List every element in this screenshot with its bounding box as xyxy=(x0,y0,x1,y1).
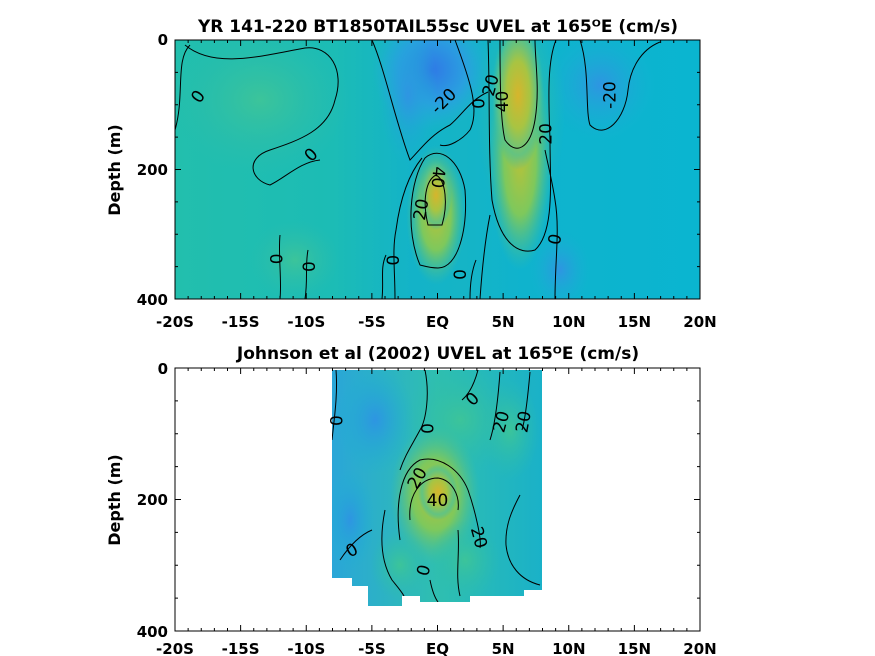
bottom-contour-label: 20 xyxy=(512,410,535,435)
top-x-tick-label: -20S xyxy=(156,313,194,331)
bottom-heatmap-field xyxy=(332,370,542,606)
top-contour-label: 0 xyxy=(545,232,567,246)
top-x-tick-label: -15S xyxy=(222,313,260,331)
bottom-x-tick-label: -15S xyxy=(222,640,260,656)
bottom-x-tick-label: 20N xyxy=(683,640,716,656)
contour-line xyxy=(499,40,538,149)
contour-line xyxy=(371,40,489,161)
bottom-contour-label: 0 xyxy=(418,423,438,434)
top-x-tick-label: 5N xyxy=(492,313,515,331)
contour-line xyxy=(439,40,475,147)
top-contour-label: 0 xyxy=(267,253,287,264)
bottom-y-axis-tick-labels: 0 200 400 xyxy=(137,360,168,641)
bottom-panel: Johnson et al (2002) UVEL at 165ᴼE (cm/s… xyxy=(105,344,717,656)
bottom-y-tick-label: 200 xyxy=(137,491,168,509)
top-contour-label: -20 xyxy=(601,81,621,109)
contour-line xyxy=(397,458,481,549)
contour-line xyxy=(332,370,338,441)
top-y-tick-label: 400 xyxy=(137,291,168,309)
top-contour-label: 0 xyxy=(470,98,490,109)
bottom-y-axis-label: Depth (m) xyxy=(105,454,124,546)
top-contour-label: 20 xyxy=(536,123,556,145)
bottom-x-tick-label: EQ xyxy=(426,640,449,656)
top-contours xyxy=(175,40,661,299)
contour-line xyxy=(409,477,459,521)
top-x-tick-label: -10S xyxy=(287,313,325,331)
contour-line xyxy=(579,40,661,131)
bottom-x-tick-label: 5N xyxy=(492,640,515,656)
bottom-y-tick-label: 0 xyxy=(158,360,168,378)
contour-line xyxy=(393,157,423,299)
bottom-y-tick-label: 400 xyxy=(137,623,168,641)
contour-line xyxy=(544,149,558,299)
top-y-tick-label: 0 xyxy=(158,31,168,49)
contour-line xyxy=(521,371,531,431)
top-x-tick-label: 20N xyxy=(683,313,716,331)
top-contour-label: 0 xyxy=(384,255,404,266)
contour-line xyxy=(339,529,373,561)
top-y-axis-label: Depth (m) xyxy=(105,124,124,216)
bottom-chart-title: Johnson et al (2002) UVEL at 165ᴼE (cm/s… xyxy=(236,344,639,364)
bottom-y-tick-marks xyxy=(175,367,700,632)
top-x-tick-label: -5S xyxy=(358,313,385,331)
bottom-contour-label: 40 xyxy=(427,491,449,511)
top-contour-label: 20 xyxy=(410,197,433,222)
contour-line xyxy=(505,494,541,586)
contour-line xyxy=(175,44,339,186)
top-contour-label: 40 xyxy=(427,166,449,189)
top-x-tick-label: EQ xyxy=(426,313,449,331)
contour-line xyxy=(457,529,461,597)
bottom-x-tick-marks xyxy=(174,368,701,631)
top-y-axis-tick-labels: 0 200 400 xyxy=(137,31,168,309)
top-contour-label: 0 xyxy=(451,269,471,280)
top-x-tick-marks xyxy=(174,40,701,299)
bottom-x-tick-label: -20S xyxy=(156,640,194,656)
bottom-x-tick-label: -10S xyxy=(287,640,325,656)
bottom-x-axis-tick-labels: -20S -15S -10S -5S EQ 5N 10N 15N 20N xyxy=(156,640,717,656)
bottom-x-tick-label: 15N xyxy=(618,640,651,656)
top-contour-label: 0 xyxy=(300,261,320,272)
top-x-tick-label: 10N xyxy=(552,313,585,331)
contour-line xyxy=(489,371,501,441)
contour-line xyxy=(479,214,491,299)
contour-line xyxy=(461,370,479,401)
contour-line xyxy=(487,40,557,252)
top-panel: YR 141-220 BT1850TAIL55sc UVEL at 165ᴼE … xyxy=(105,17,717,331)
top-heatmap-field xyxy=(175,40,700,299)
bottom-x-tick-label: 10N xyxy=(552,640,585,656)
top-chart-title: YR 141-220 BT1850TAIL55sc UVEL at 165ᴼE … xyxy=(197,17,678,37)
contour-line xyxy=(429,579,439,603)
top-y-tick-marks xyxy=(175,39,700,300)
bottom-contour-label: 0 xyxy=(413,563,435,579)
top-y-tick-label: 200 xyxy=(137,161,168,179)
bottom-contour-label: 0 xyxy=(328,415,348,426)
bottom-x-tick-label: -5S xyxy=(358,640,385,656)
contour-line xyxy=(278,234,477,299)
contour-line xyxy=(399,370,428,471)
top-contour-label: 40 xyxy=(493,91,513,113)
top-x-tick-label: 15N xyxy=(618,313,651,331)
contour-line xyxy=(424,174,446,226)
top-x-axis-tick-labels: -20S -15S -10S -5S EQ 5N 10N 15N 20N xyxy=(156,313,717,331)
contour-line xyxy=(410,152,467,269)
